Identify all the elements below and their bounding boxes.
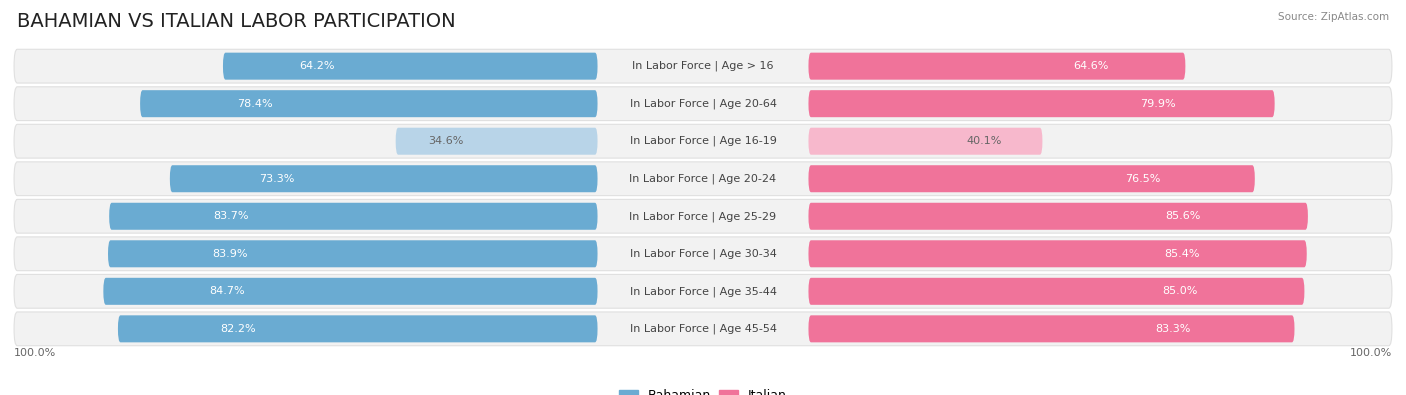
FancyBboxPatch shape bbox=[808, 240, 1306, 267]
Text: In Labor Force | Age 30-34: In Labor Force | Age 30-34 bbox=[630, 248, 776, 259]
FancyBboxPatch shape bbox=[108, 240, 598, 267]
Text: In Labor Force | Age 20-24: In Labor Force | Age 20-24 bbox=[630, 173, 776, 184]
Text: 73.3%: 73.3% bbox=[259, 174, 294, 184]
Text: In Labor Force | Age > 16: In Labor Force | Age > 16 bbox=[633, 61, 773, 71]
Text: 79.9%: 79.9% bbox=[1140, 99, 1175, 109]
FancyBboxPatch shape bbox=[808, 315, 1295, 342]
Text: In Labor Force | Age 25-29: In Labor Force | Age 25-29 bbox=[630, 211, 776, 222]
Text: In Labor Force | Age 35-44: In Labor Force | Age 35-44 bbox=[630, 286, 776, 297]
FancyBboxPatch shape bbox=[118, 315, 598, 342]
FancyBboxPatch shape bbox=[808, 203, 1308, 230]
Text: 78.4%: 78.4% bbox=[236, 99, 273, 109]
FancyBboxPatch shape bbox=[103, 278, 598, 305]
FancyBboxPatch shape bbox=[141, 90, 598, 117]
Legend: Bahamian, Italian: Bahamian, Italian bbox=[614, 384, 792, 395]
Text: In Labor Force | Age 16-19: In Labor Force | Age 16-19 bbox=[630, 136, 776, 147]
Text: In Labor Force | Age 45-54: In Labor Force | Age 45-54 bbox=[630, 324, 776, 334]
FancyBboxPatch shape bbox=[224, 53, 598, 80]
Text: 82.2%: 82.2% bbox=[219, 324, 256, 334]
Text: 83.7%: 83.7% bbox=[214, 211, 249, 221]
Text: Source: ZipAtlas.com: Source: ZipAtlas.com bbox=[1278, 12, 1389, 22]
FancyBboxPatch shape bbox=[14, 199, 1392, 233]
FancyBboxPatch shape bbox=[395, 128, 598, 155]
FancyBboxPatch shape bbox=[110, 203, 598, 230]
Text: 100.0%: 100.0% bbox=[1350, 348, 1392, 358]
FancyBboxPatch shape bbox=[14, 49, 1392, 83]
Text: 64.2%: 64.2% bbox=[299, 61, 335, 71]
FancyBboxPatch shape bbox=[808, 128, 1042, 155]
FancyBboxPatch shape bbox=[14, 162, 1392, 196]
Text: 83.9%: 83.9% bbox=[212, 249, 247, 259]
FancyBboxPatch shape bbox=[14, 124, 1392, 158]
FancyBboxPatch shape bbox=[14, 87, 1392, 120]
FancyBboxPatch shape bbox=[170, 165, 598, 192]
Text: BAHAMIAN VS ITALIAN LABOR PARTICIPATION: BAHAMIAN VS ITALIAN LABOR PARTICIPATION bbox=[17, 12, 456, 31]
Text: 85.4%: 85.4% bbox=[1164, 249, 1199, 259]
Text: 34.6%: 34.6% bbox=[429, 136, 464, 146]
Text: 76.5%: 76.5% bbox=[1126, 174, 1161, 184]
Text: 85.6%: 85.6% bbox=[1166, 211, 1201, 221]
Text: 83.3%: 83.3% bbox=[1156, 324, 1191, 334]
FancyBboxPatch shape bbox=[808, 165, 1254, 192]
FancyBboxPatch shape bbox=[14, 275, 1392, 308]
Text: 64.6%: 64.6% bbox=[1073, 61, 1109, 71]
FancyBboxPatch shape bbox=[14, 237, 1392, 271]
FancyBboxPatch shape bbox=[808, 90, 1275, 117]
FancyBboxPatch shape bbox=[808, 53, 1185, 80]
FancyBboxPatch shape bbox=[14, 312, 1392, 346]
Text: 84.7%: 84.7% bbox=[209, 286, 245, 296]
Text: In Labor Force | Age 20-64: In Labor Force | Age 20-64 bbox=[630, 98, 776, 109]
Text: 40.1%: 40.1% bbox=[966, 136, 1001, 146]
Text: 85.0%: 85.0% bbox=[1163, 286, 1198, 296]
FancyBboxPatch shape bbox=[808, 278, 1305, 305]
Text: 100.0%: 100.0% bbox=[14, 348, 56, 358]
